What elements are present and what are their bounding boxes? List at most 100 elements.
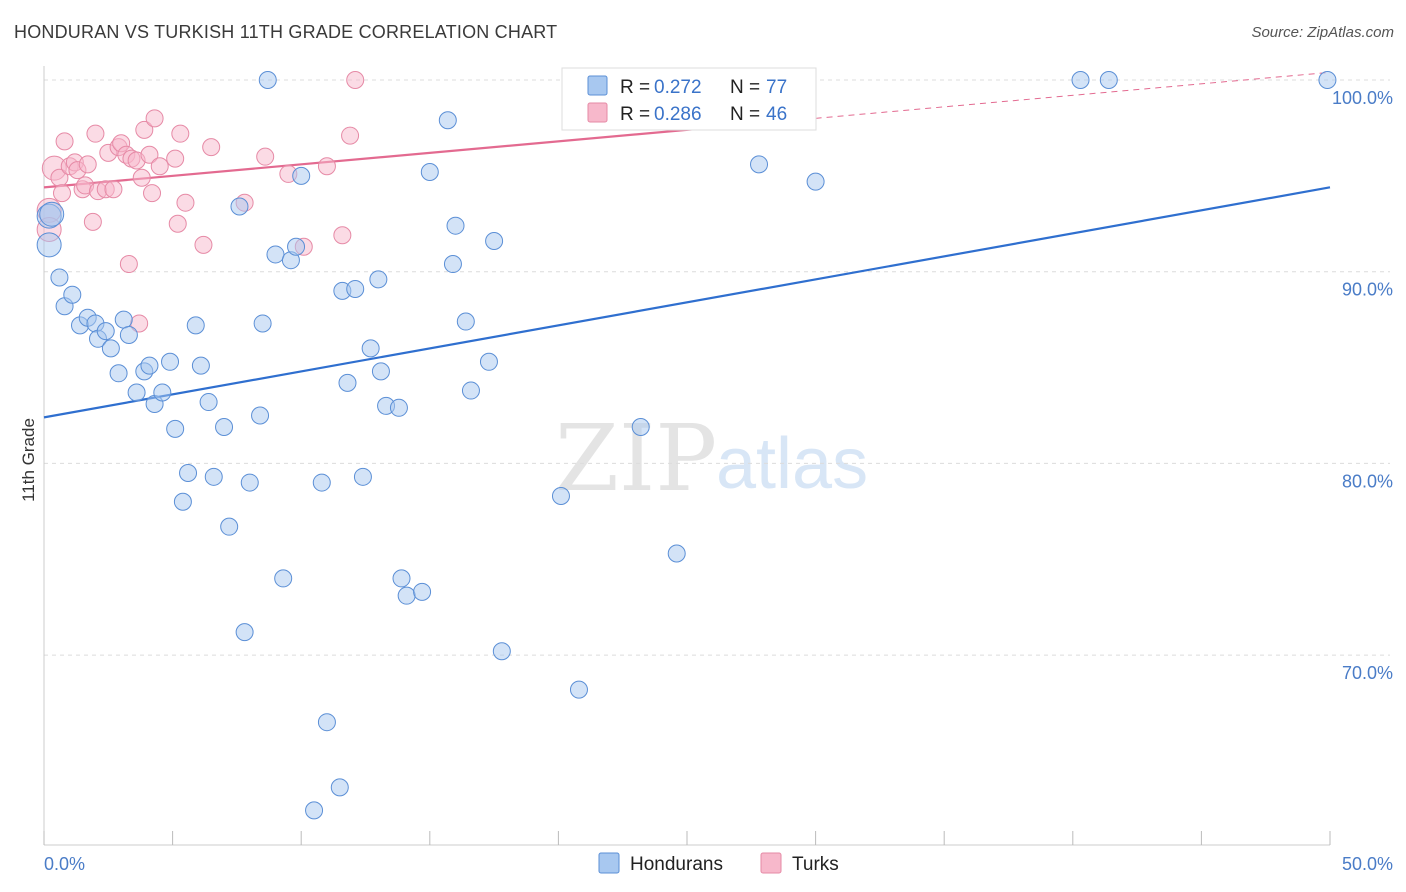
hondurans-point [1071, 71, 1090, 89]
legend-turks-n-value: 46 [766, 104, 787, 125]
turks-point [119, 255, 138, 274]
turks-point [317, 157, 336, 176]
legend-turks-r-value: 0.286 [654, 104, 702, 125]
turks-point [83, 212, 102, 231]
hondurans-point [292, 166, 311, 185]
hondurans-point [485, 232, 504, 251]
bottom-legend-hondurans: Hondurans [630, 854, 723, 875]
hondurans-point [186, 316, 205, 335]
hondurans-point [63, 285, 82, 304]
hondurans-point [140, 356, 159, 375]
hondurans-point [1318, 71, 1337, 89]
hondurans-trend-line [43, 186, 1331, 419]
hondurans-point [251, 406, 270, 425]
turks-point [78, 155, 97, 174]
hondurans-point [346, 279, 365, 298]
turks-point [171, 124, 190, 143]
hondurans-point [456, 312, 475, 331]
hondurans-point [119, 325, 138, 344]
bottom-legend-turks: Turks [792, 854, 839, 875]
turks-point [346, 71, 365, 89]
y-tick-label: 90.0% [1342, 280, 1393, 300]
turks-point [256, 147, 275, 166]
hondurans-point [330, 778, 349, 797]
hondurans-point [420, 163, 439, 182]
hondurans-point [551, 486, 570, 505]
bottom-legend-swatch-turks [760, 852, 782, 874]
turks-point [341, 126, 360, 145]
hondurans-point [253, 314, 272, 333]
hondurans-point [204, 467, 223, 486]
hondurans-point [191, 356, 210, 375]
hondurans-point [114, 310, 133, 329]
hondurans-point [101, 339, 120, 358]
turks-point [132, 168, 151, 187]
turks-point [333, 226, 352, 245]
hondurans-point [258, 71, 277, 89]
hondurans-point [274, 569, 293, 588]
hondurans-point [371, 362, 390, 381]
hondurans-point [750, 155, 769, 174]
hondurans-point [389, 398, 408, 417]
turks-point [86, 124, 105, 143]
hondurans-point [667, 544, 686, 563]
hondurans-point [806, 172, 825, 191]
y-tick-label: 80.0% [1342, 471, 1393, 491]
turks-point [145, 109, 164, 128]
turks-points [36, 71, 799, 333]
turks-point [140, 145, 159, 164]
turks-point [168, 214, 187, 233]
source-label: Source: ZipAtlas.com [1251, 24, 1394, 41]
y-tick-label: 100.0% [1332, 88, 1393, 108]
hondurans-point [96, 322, 115, 341]
turks-point [194, 235, 213, 254]
hondurans-point [153, 383, 172, 402]
hondurans-point [215, 417, 234, 436]
axes [43, 66, 1331, 846]
legend-hondurans-r-value: 0.272 [654, 77, 702, 98]
y-tick-labels: 70.0% 80.0% 90.0% 100.0% [1332, 88, 1393, 683]
hondurans-point [479, 352, 498, 371]
bottom-legend-swatch-hondurans [598, 852, 620, 874]
hondurans-point [492, 642, 511, 661]
legend-turks-r-label: R = [620, 104, 650, 125]
hondurans-point [631, 417, 650, 436]
hondurans-point [317, 713, 336, 732]
hondurans-point [446, 216, 465, 235]
turks-point [150, 157, 169, 176]
hondurans-point [220, 517, 239, 536]
hondurans-point [1099, 71, 1118, 89]
hondurans-point [353, 467, 372, 486]
turks-point [166, 149, 185, 168]
hondurans-point [179, 463, 198, 482]
hondurans-point [266, 245, 285, 264]
turks-point [202, 138, 221, 157]
hondurans-point [413, 582, 432, 601]
hondurans-point [338, 373, 357, 392]
hondurans-point [235, 623, 254, 642]
turks-point [55, 132, 74, 151]
chart-title: HONDURAN VS TURKISH 11TH GRADE CORRELATI… [14, 22, 558, 42]
turks-point [104, 180, 123, 199]
y-axis-title: 11th Grade [19, 418, 38, 502]
x-tick-label-max: 50.0% [1342, 854, 1393, 874]
hondurans-point [166, 419, 185, 438]
bottom-legend: Hondurans Turks [598, 852, 839, 875]
y-tick-label: 70.0% [1342, 663, 1393, 683]
turks-point [143, 184, 162, 203]
hondurans-points [36, 71, 1337, 820]
hondurans-point [443, 255, 462, 274]
hondurans-point [109, 364, 128, 383]
hondurans-point [50, 268, 69, 287]
legend-hondurans-n-label: N = [730, 77, 760, 98]
hondurans-point [287, 237, 306, 256]
hondurans-point [312, 473, 331, 492]
hondurans-point [36, 232, 62, 258]
legend-hondurans-n-value: 77 [766, 77, 787, 98]
turks-point [53, 184, 72, 203]
hondurans-point [369, 270, 388, 289]
hondurans-point [461, 381, 480, 400]
hondurans-point [305, 801, 324, 820]
hondurans-point [361, 339, 380, 358]
